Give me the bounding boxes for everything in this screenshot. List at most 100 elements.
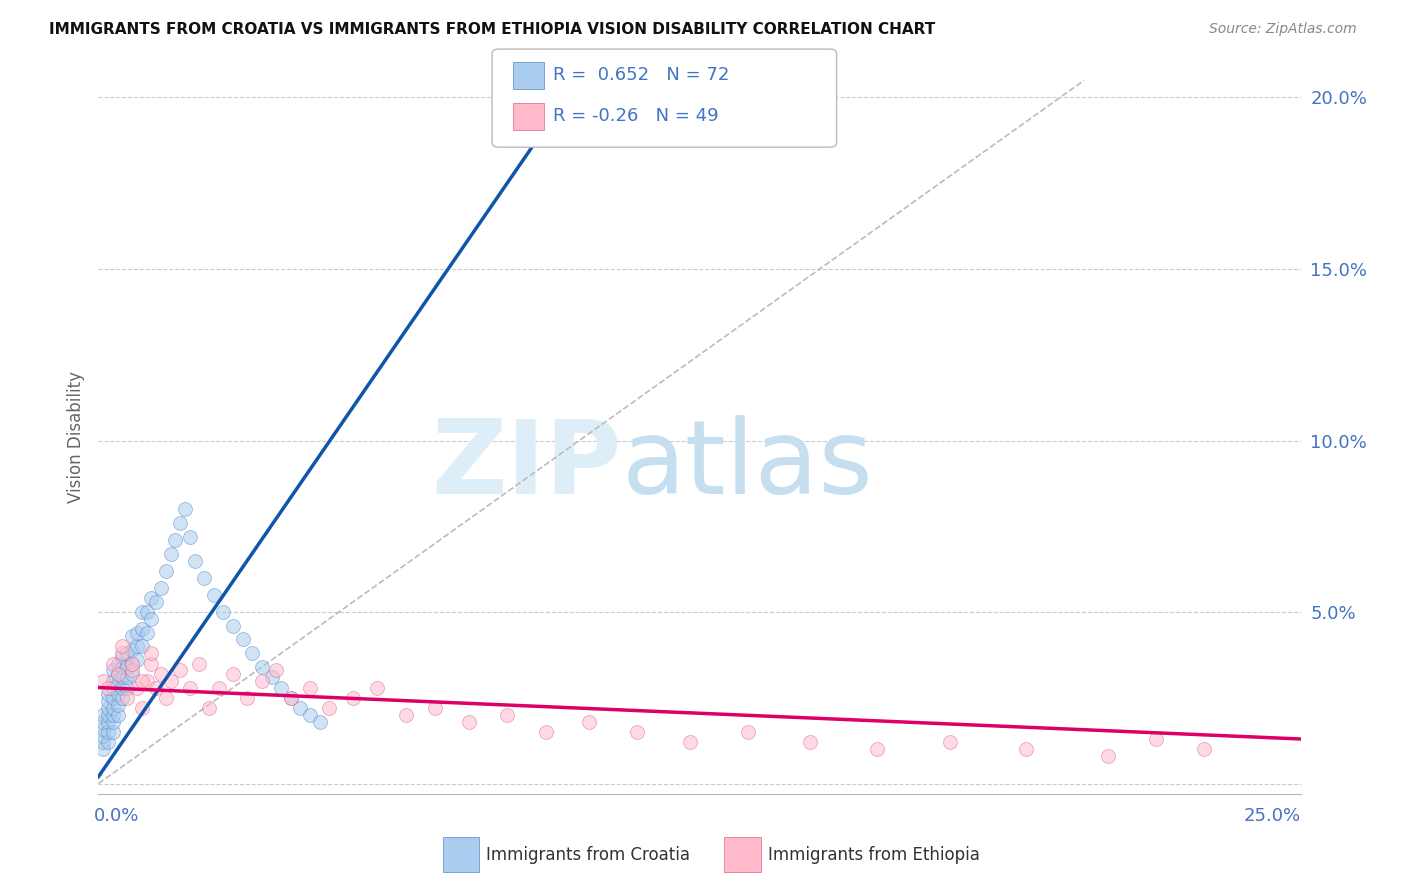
Point xyxy=(1015,742,1038,756)
Point xyxy=(111,681,134,695)
Point xyxy=(222,619,245,633)
Point xyxy=(799,735,821,749)
Point xyxy=(91,722,114,736)
Point xyxy=(131,673,153,688)
Point xyxy=(169,516,191,530)
Point xyxy=(91,714,114,729)
Point xyxy=(107,708,129,723)
Point xyxy=(174,502,197,516)
Point xyxy=(101,664,124,678)
Point xyxy=(423,701,446,715)
Point xyxy=(111,690,134,705)
Point xyxy=(179,681,201,695)
Text: 0.0%: 0.0% xyxy=(94,807,139,825)
Point xyxy=(165,533,187,547)
Point xyxy=(1097,749,1119,764)
Point xyxy=(121,664,143,678)
Point xyxy=(141,612,163,626)
Point xyxy=(208,681,231,695)
Point xyxy=(111,660,134,674)
Point xyxy=(117,660,139,674)
Point xyxy=(111,649,134,664)
Point xyxy=(318,701,340,715)
Point xyxy=(155,564,177,578)
Point xyxy=(97,725,120,739)
Point xyxy=(496,708,519,723)
Point xyxy=(240,646,263,660)
Point xyxy=(202,588,225,602)
Point xyxy=(97,694,120,708)
Point xyxy=(91,735,114,749)
Point xyxy=(97,714,120,729)
Point xyxy=(149,581,172,595)
Text: Source: ZipAtlas.com: Source: ZipAtlas.com xyxy=(1209,22,1357,37)
Point xyxy=(125,653,148,667)
Point xyxy=(1144,731,1167,746)
Point xyxy=(141,657,163,671)
Point xyxy=(97,681,120,695)
Point xyxy=(578,714,600,729)
Point xyxy=(155,690,177,705)
Point xyxy=(135,605,157,619)
Point xyxy=(101,708,124,723)
Point xyxy=(188,657,211,671)
Point xyxy=(308,714,330,729)
Point xyxy=(97,701,120,715)
Point xyxy=(101,657,124,671)
Point xyxy=(131,622,153,636)
Point xyxy=(534,725,557,739)
Point xyxy=(198,701,221,715)
Point xyxy=(141,646,163,660)
Point xyxy=(117,681,139,695)
Point xyxy=(145,595,167,609)
Point xyxy=(91,729,114,743)
Text: ZIP: ZIP xyxy=(432,415,621,516)
Text: R =  0.652   N = 72: R = 0.652 N = 72 xyxy=(553,66,728,84)
Point xyxy=(1194,742,1216,756)
Point xyxy=(121,657,143,671)
Point xyxy=(107,698,129,712)
Point xyxy=(236,690,259,705)
Text: IMMIGRANTS FROM CROATIA VS IMMIGRANTS FROM ETHIOPIA VISION DISABILITY CORRELATIO: IMMIGRANTS FROM CROATIA VS IMMIGRANTS FR… xyxy=(49,22,935,37)
Point xyxy=(395,708,418,723)
Point xyxy=(145,681,167,695)
Point xyxy=(111,670,134,684)
Point xyxy=(101,725,124,739)
Text: atlas: atlas xyxy=(621,415,873,516)
Point xyxy=(107,666,129,681)
Point xyxy=(866,742,889,756)
Point xyxy=(131,640,153,654)
Point xyxy=(121,666,143,681)
Point xyxy=(107,687,129,701)
Point xyxy=(111,640,134,654)
Point xyxy=(159,673,181,688)
Point xyxy=(193,571,215,585)
Point xyxy=(121,642,143,657)
Text: R = -0.26   N = 49: R = -0.26 N = 49 xyxy=(553,107,718,125)
Point xyxy=(107,666,129,681)
Point xyxy=(457,714,479,729)
Y-axis label: Vision Disability: Vision Disability xyxy=(66,371,84,503)
Point xyxy=(141,591,163,606)
Point xyxy=(91,673,114,688)
Point xyxy=(290,701,312,715)
Point xyxy=(135,625,157,640)
Point xyxy=(107,657,129,671)
Point xyxy=(222,666,245,681)
Point xyxy=(298,708,321,723)
Point xyxy=(117,670,139,684)
Point xyxy=(125,640,148,654)
Point xyxy=(232,632,254,647)
Point xyxy=(266,664,288,678)
Point xyxy=(626,725,648,739)
Point xyxy=(179,530,201,544)
Point xyxy=(270,681,292,695)
Point xyxy=(101,690,124,705)
Point xyxy=(298,681,321,695)
Text: Immigrants from Croatia: Immigrants from Croatia xyxy=(486,846,690,863)
Point xyxy=(938,735,960,749)
Point xyxy=(159,547,181,561)
Point xyxy=(111,646,134,660)
Point xyxy=(342,690,364,705)
Point xyxy=(101,714,124,729)
